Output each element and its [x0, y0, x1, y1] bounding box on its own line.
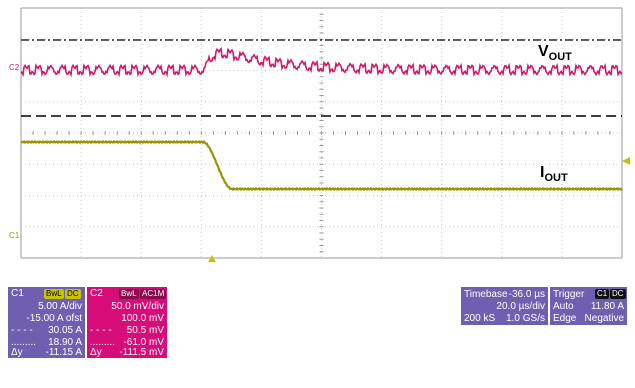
trigger-slope: Negative: [584, 313, 624, 324]
timebase-title: Timebase: [464, 289, 508, 300]
c1-bandwidth-badge: BwL: [44, 289, 64, 299]
trigger-position-marker: [208, 255, 216, 262]
trigger-level: 11.80 A: [590, 301, 624, 312]
timebase-scale: 20.0 µs/div: [496, 301, 545, 312]
timebase-delay: -36.0 µs: [508, 289, 545, 300]
timebase-panel[interactable]: Timebase -36.0 µs 20.0 µs/div 200 kS 1.0 G…: [461, 287, 548, 325]
c2-cursor1-icon: - - - -: [90, 325, 112, 336]
c2-delta: -111.5 mV: [119, 347, 164, 358]
c1-delta: -11.15 A: [45, 347, 82, 358]
c2-delta-label: Δy: [90, 347, 102, 358]
c2-cursor2: -61.0 mV: [123, 337, 164, 348]
c1-cursor2: 18.90 A: [48, 337, 82, 348]
trigger-level-marker: [622, 157, 630, 165]
c2-cursor1: 50.5 mV: [126, 325, 164, 336]
c2-channel-marker[interactable]: C2: [9, 63, 20, 72]
c2-panel-name: C2: [90, 288, 103, 299]
scope-background: [0, 0, 635, 270]
c1-cursor1: 30.05 A: [48, 325, 82, 336]
trigger-type: Edge: [553, 313, 577, 324]
trigger-source-badge: C1: [595, 289, 610, 299]
c1-panel-name: C1: [11, 288, 24, 299]
c2-cursor2-icon: .........: [90, 337, 116, 348]
c2-scale: 50.0 mV/div: [111, 301, 164, 312]
c1-cursor1-icon: - - - -: [11, 325, 33, 336]
c1-offset: -15.00 A ofst: [26, 313, 82, 324]
c1-channel-panel[interactable]: C1 BwL DC 5.00 A/div -15.00 A ofst - - -…: [8, 287, 85, 358]
c2-offset: 100.0 mV: [121, 313, 164, 324]
graticule: [20, 7, 623, 259]
c2-panel-header: C2 BwL AC1M: [87, 287, 167, 300]
c1-channel-marker[interactable]: C1: [9, 231, 20, 240]
trigger-mode: Auto: [553, 301, 574, 312]
iout-trace: [20, 139, 623, 192]
c1-panel-header: C1 BwL DC: [8, 287, 85, 300]
c1-cursor2-icon: .........: [11, 337, 37, 348]
c2-bandwidth-badge: BwL: [119, 289, 139, 299]
timebase-samples: 200 kS: [464, 313, 496, 324]
c2-coupling-badge: AC1M: [140, 289, 167, 299]
vout-trace: [20, 46, 623, 78]
trigger-coupling-badge: DC: [610, 289, 626, 299]
trigger-panel[interactable]: Trigger C1 DC Auto 11.80 A Edge Negative: [550, 287, 627, 325]
c2-channel-panel[interactable]: C2 BwL AC1M 50.0 mV/div 100.0 mV - - - -…: [87, 287, 167, 358]
c1-scale: 5.00 A/div: [38, 301, 82, 312]
c1-coupling-badge: DC: [65, 289, 81, 299]
oscilloscope-display: C2 C1 VOUT IOUT: [0, 0, 635, 270]
c1-delta-label: Δy: [11, 347, 23, 358]
iout-label: IOUT: [540, 164, 568, 184]
timebase-rate: 1.0 GS/s: [506, 313, 545, 324]
vout-label: VOUT: [538, 43, 572, 63]
trigger-title: Trigger: [553, 289, 585, 300]
